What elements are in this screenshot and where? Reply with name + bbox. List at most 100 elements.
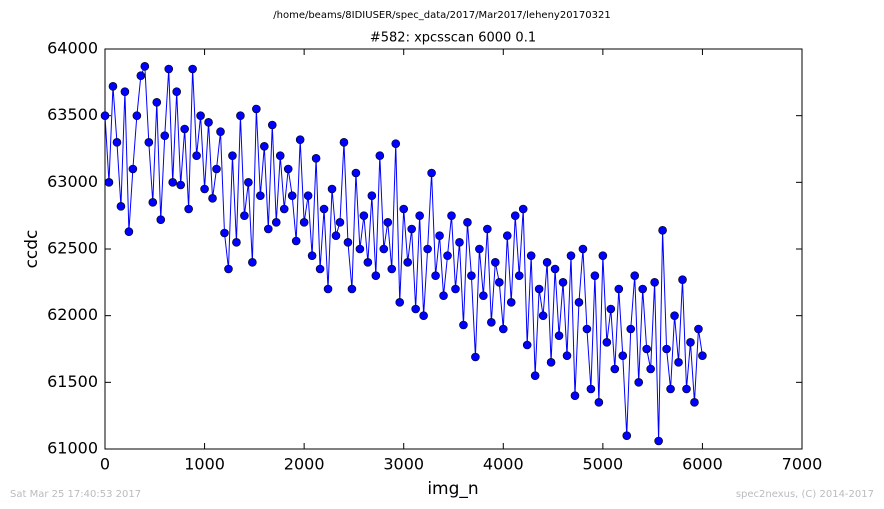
credit: spec2nexus, (C) 2014-2017	[736, 489, 874, 500]
data-point	[387, 264, 397, 274]
data-point	[451, 284, 460, 294]
y-tick-label: 61000	[47, 439, 98, 458]
data-point	[546, 358, 556, 367]
data-point	[383, 218, 393, 227]
data-point	[323, 284, 333, 294]
data-point	[518, 204, 528, 214]
data-point	[483, 224, 492, 234]
data-point	[112, 138, 122, 147]
data-point	[379, 244, 389, 254]
data-point	[196, 111, 205, 120]
data-point	[144, 138, 154, 147]
data-point	[267, 120, 277, 130]
data-point	[263, 224, 273, 234]
data-point	[542, 258, 552, 267]
data-point	[256, 191, 265, 200]
data-point	[176, 180, 185, 190]
data-point	[343, 238, 353, 247]
data-point	[622, 431, 632, 440]
data-point	[459, 320, 468, 330]
data-point	[271, 218, 281, 227]
x-tick-label: 3000	[383, 455, 424, 474]
data-point	[522, 340, 532, 350]
data-point	[283, 164, 293, 174]
data-point	[443, 251, 452, 260]
data-point	[534, 284, 544, 294]
data-point	[319, 204, 329, 214]
data-point	[630, 271, 640, 280]
data-point	[463, 218, 472, 227]
data-point	[128, 164, 138, 174]
data-point	[550, 264, 560, 274]
data-point	[602, 338, 612, 347]
data-point	[212, 164, 221, 174]
data-point	[674, 358, 683, 367]
data-point	[192, 151, 201, 160]
data-point	[371, 271, 381, 280]
header-path: /home/beams/8IDIUSER/spec_data/2017/Mar2…	[273, 10, 610, 21]
data-point	[670, 311, 679, 320]
data-point	[303, 191, 313, 200]
data-point	[487, 318, 496, 327]
x-tick-label: 6000	[682, 455, 723, 474]
data-point	[634, 378, 644, 387]
data-point	[666, 384, 675, 394]
data-point	[678, 275, 687, 284]
y-tick-label: 62500	[47, 239, 98, 258]
data-point	[467, 271, 476, 280]
data-point	[598, 251, 608, 260]
y-tick-label: 64000	[47, 39, 98, 58]
data-point	[614, 284, 624, 294]
data-point	[510, 211, 520, 220]
data-point	[514, 271, 524, 280]
data-point	[419, 311, 428, 320]
data-point	[391, 139, 401, 148]
data-point	[315, 264, 325, 274]
data-point	[228, 151, 237, 160]
data-point	[590, 271, 600, 280]
data-point	[395, 298, 405, 307]
data-point	[526, 251, 536, 260]
data-point	[291, 236, 301, 246]
data-point	[686, 338, 695, 347]
data-point	[327, 184, 337, 194]
data-point	[232, 238, 241, 247]
data-point	[208, 194, 217, 203]
data-point	[399, 204, 409, 214]
data-point	[279, 204, 289, 214]
data-point	[606, 304, 616, 314]
data-point	[431, 271, 440, 280]
data-point	[638, 284, 647, 294]
data-point	[455, 238, 464, 247]
data-point	[435, 231, 444, 240]
data-point	[347, 284, 357, 294]
data-point	[694, 324, 703, 334]
data-point	[168, 178, 178, 187]
data-point	[224, 264, 233, 274]
y-tick-label: 63500	[47, 105, 98, 124]
data-point	[355, 244, 365, 254]
data-point	[252, 104, 261, 114]
data-point	[331, 231, 341, 240]
data-point	[558, 278, 568, 287]
data-point	[164, 64, 174, 74]
data-point	[172, 87, 181, 96]
data-point	[120, 87, 130, 96]
data-point	[618, 351, 628, 360]
data-point	[216, 127, 225, 136]
data-point	[116, 202, 126, 211]
x-axis-label: img_n	[427, 479, 478, 499]
y-tick-label: 62000	[47, 305, 98, 324]
data-point	[662, 344, 671, 354]
data-point	[108, 82, 118, 91]
data-point	[471, 352, 480, 362]
data-point	[100, 111, 110, 120]
y-axis-label: ccdc	[22, 230, 42, 269]
data-point	[646, 364, 655, 374]
data-point	[160, 131, 170, 140]
data-point	[275, 151, 285, 160]
data-point	[554, 331, 564, 340]
data-point	[566, 251, 576, 260]
x-tick-label: 2000	[284, 455, 325, 474]
data-point	[403, 258, 412, 267]
